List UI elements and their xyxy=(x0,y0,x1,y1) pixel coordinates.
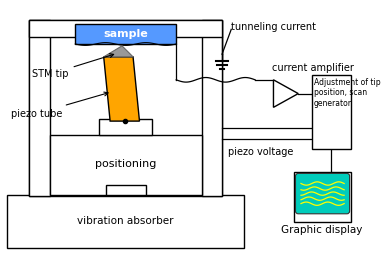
Bar xyxy=(29,20,49,196)
Text: current amplifier: current amplifier xyxy=(272,63,354,73)
Text: positioning: positioning xyxy=(95,159,156,169)
Text: Adjustment of tip
position, scan
generator: Adjustment of tip position, scan generat… xyxy=(314,78,381,108)
Text: STM tip: STM tip xyxy=(32,54,113,79)
Bar xyxy=(105,185,146,195)
Bar xyxy=(7,195,244,248)
Bar xyxy=(99,119,152,135)
Text: vibration absorber: vibration absorber xyxy=(78,216,174,226)
Bar xyxy=(75,24,176,44)
Bar xyxy=(294,172,352,222)
FancyBboxPatch shape xyxy=(296,174,350,214)
Bar xyxy=(49,135,202,195)
Bar xyxy=(29,20,222,196)
Polygon shape xyxy=(104,57,139,121)
Bar xyxy=(202,20,222,196)
Text: sample: sample xyxy=(103,29,148,39)
Text: Graphic display: Graphic display xyxy=(281,225,363,235)
Text: tunneling current: tunneling current xyxy=(231,22,316,32)
Bar xyxy=(312,75,350,149)
Polygon shape xyxy=(273,80,298,107)
Polygon shape xyxy=(104,46,133,57)
Text: piezo voltage: piezo voltage xyxy=(228,147,293,157)
Text: piezo tube: piezo tube xyxy=(11,92,108,119)
Bar xyxy=(29,20,222,37)
